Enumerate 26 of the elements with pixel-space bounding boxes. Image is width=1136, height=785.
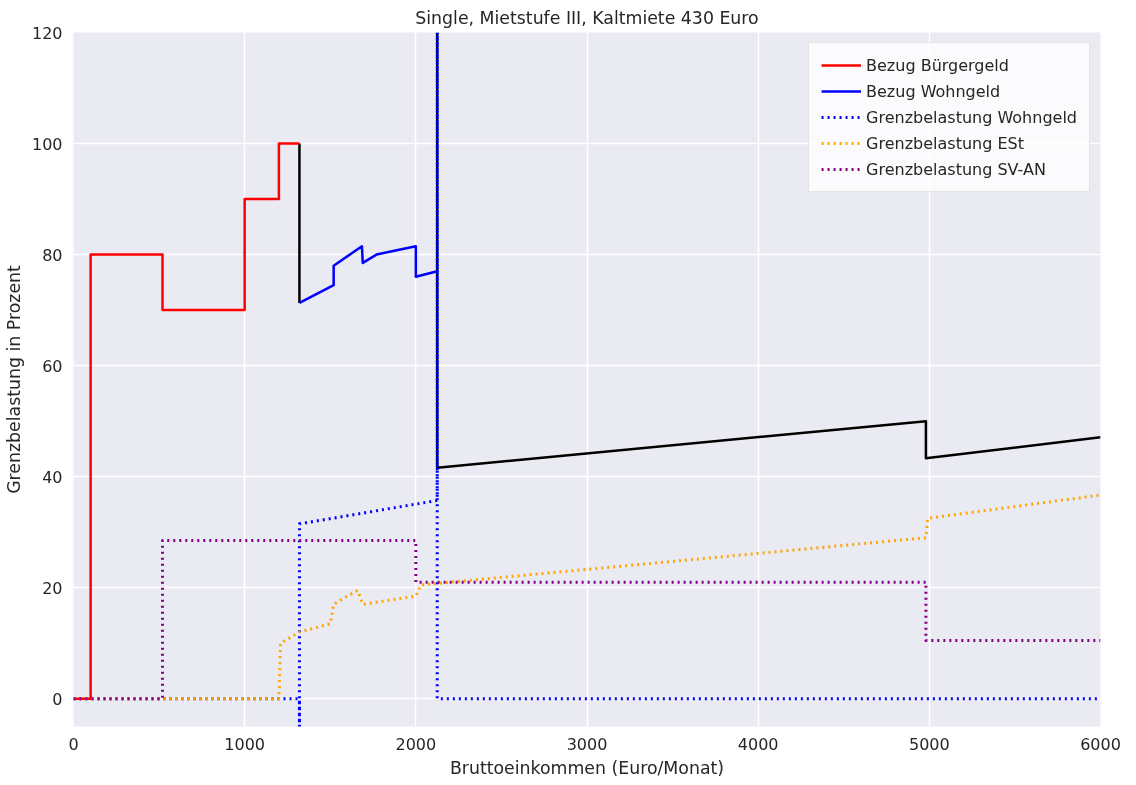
line-series <box>73 142 301 700</box>
y-tick-label: 0 <box>52 689 63 709</box>
y-tick-label: 120 <box>31 23 63 43</box>
x-tick-label: 6000 <box>1080 734 1121 754</box>
x-tick-label: 3000 <box>566 734 608 754</box>
legend-label: Grenzbelastung Wohngeld <box>866 107 1077 127</box>
x-tick-label: 4000 <box>737 734 779 754</box>
x-tick-label: 0 <box>68 734 79 754</box>
legend-label: Grenzbelastung ESt <box>866 133 1024 153</box>
y-axis-title: Grenzbelastung in Prozent <box>3 264 24 494</box>
y-tick-label: 20 <box>42 578 63 598</box>
x-axis-title: Bruttoeinkommen (Euro/Monat) <box>449 757 725 778</box>
y-tick-label: 80 <box>42 245 63 265</box>
x-tick-label: 1000 <box>224 734 266 754</box>
x-tick-label: 2000 <box>395 734 437 754</box>
line-series <box>298 245 439 305</box>
line-series <box>73 32 1101 727</box>
line-series <box>73 539 1101 701</box>
legend-label: Grenzbelastung SV-AN <box>866 159 1046 179</box>
legend-label: Bezug Bürgergeld <box>866 55 1009 75</box>
legend-label: Bezug Wohngeld <box>866 81 1001 101</box>
y-tick-label: 60 <box>42 356 63 376</box>
y-tick-label: 100 <box>31 134 63 154</box>
x-tick-label: 5000 <box>908 734 950 754</box>
y-tick-label: 40 <box>42 467 63 487</box>
chart-title: Single, Mietstufe III, Kaltmiete 430 Euro <box>415 7 759 28</box>
